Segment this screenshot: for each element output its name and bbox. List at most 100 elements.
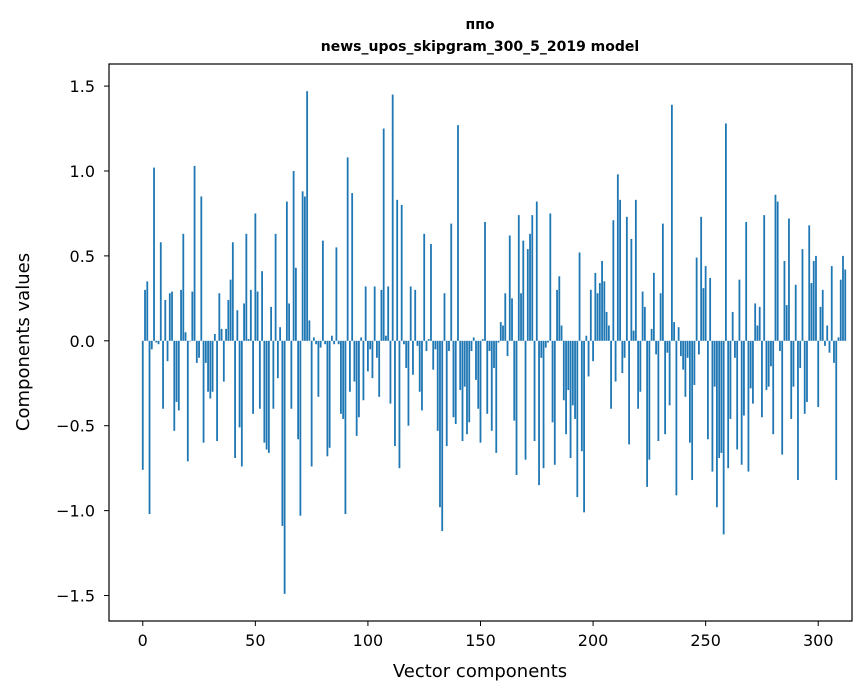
- bar-132: [439, 340, 441, 508]
- bar-96: [358, 340, 360, 418]
- bar-154: [488, 340, 491, 351]
- bar-140: [457, 125, 459, 341]
- bar-310: [839, 279, 842, 341]
- bar-200: [592, 340, 594, 362]
- bar-118: [407, 340, 410, 426]
- bar-268: [745, 221, 748, 341]
- bar-130: [434, 340, 437, 350]
- bar-75: [310, 340, 313, 467]
- bar-169: [522, 240, 525, 341]
- bar-134: [443, 293, 446, 341]
- bar-181: [549, 213, 552, 341]
- bar-305: [828, 340, 831, 353]
- bar-309: [837, 337, 840, 341]
- bar-77: [315, 340, 318, 345]
- bar-82: [326, 340, 329, 457]
- bar-109: [387, 286, 390, 341]
- bar-30: [209, 340, 212, 399]
- y-tick-label: −1.5: [56, 587, 95, 606]
- bar-186: [560, 325, 563, 341]
- bar-290: [794, 284, 797, 341]
- bar-44: [240, 340, 243, 467]
- bar-31: [211, 340, 214, 392]
- bar-261: [729, 340, 732, 419]
- bar-72: [303, 196, 306, 341]
- bar-307: [833, 340, 835, 363]
- bar-182: [551, 340, 554, 423]
- bar-299: [815, 255, 817, 341]
- bar-101: [369, 340, 372, 350]
- bar-230: [659, 293, 662, 341]
- bar-176: [538, 340, 540, 486]
- bar-206: [605, 311, 608, 341]
- x-tick-label: 200: [578, 631, 609, 650]
- bar-272: [754, 303, 757, 341]
- bar-287: [788, 218, 790, 341]
- bar-63: [283, 340, 286, 594]
- x-tick-label: 250: [690, 631, 721, 650]
- bar-141: [459, 340, 462, 391]
- bar-218: [632, 330, 635, 341]
- bar-138: [452, 340, 455, 418]
- bar-278: [767, 340, 770, 387]
- bar-27: [202, 340, 205, 443]
- bar-241: [684, 340, 687, 397]
- bar-73: [306, 91, 309, 341]
- bar-202: [596, 293, 599, 341]
- bar-106: [380, 289, 383, 341]
- x-tick-label: 50: [245, 631, 265, 650]
- bar-227: [652, 272, 655, 341]
- bar-22: [191, 291, 194, 341]
- bar-143: [463, 340, 466, 387]
- chart-title-line-2: news_upos_skipgram_300_5_2019 model: [321, 39, 639, 55]
- bar-12: [168, 293, 171, 341]
- bar-167: [517, 215, 520, 341]
- bar-125: [423, 233, 426, 341]
- bar-133: [441, 340, 444, 531]
- bar-168: [520, 293, 522, 341]
- bar-142: [461, 340, 464, 441]
- x-tick-label: 100: [353, 631, 384, 650]
- bar-238: [677, 327, 680, 341]
- bar-240: [682, 340, 685, 370]
- bar-259: [725, 123, 727, 341]
- bar-155: [490, 340, 493, 431]
- y-axis-label: Components values: [13, 253, 34, 431]
- bar-247: [698, 340, 700, 355]
- bar-86: [335, 247, 338, 341]
- bar-81: [324, 340, 327, 345]
- bar-48: [249, 289, 252, 341]
- bar-146: [470, 340, 473, 351]
- bar-43: [238, 340, 241, 428]
- bar-39: [229, 279, 232, 341]
- bar-180: [547, 340, 549, 343]
- bar-194: [578, 252, 581, 341]
- bar-228: [655, 340, 658, 355]
- x-axis-label: Vector components: [393, 661, 567, 682]
- bar-297: [810, 283, 813, 341]
- bar-204: [601, 260, 603, 341]
- bar-311: [842, 255, 844, 341]
- bar-47: [247, 339, 250, 341]
- bar-161: [504, 293, 507, 341]
- bar-289: [792, 340, 795, 387]
- chart-title-line-1: ппо: [466, 17, 495, 33]
- x-axis: 0 50 100 150 200 250 300: [138, 621, 834, 650]
- bar-224: [646, 340, 649, 487]
- x-tick-label: 300: [803, 631, 834, 650]
- bar-306: [830, 266, 833, 341]
- bar-45: [243, 303, 245, 341]
- bar-201: [594, 272, 597, 341]
- bar-280: [772, 340, 775, 435]
- bar-37: [225, 328, 227, 341]
- bar-28: [204, 340, 207, 363]
- bar-236: [673, 322, 676, 341]
- bar-281: [774, 194, 777, 341]
- bar-99: [364, 286, 367, 341]
- bar-6: [155, 340, 158, 343]
- bar-158: [497, 340, 500, 343]
- bar-213: [621, 340, 624, 374]
- bar-69: [297, 340, 300, 440]
- bar-270: [749, 340, 752, 389]
